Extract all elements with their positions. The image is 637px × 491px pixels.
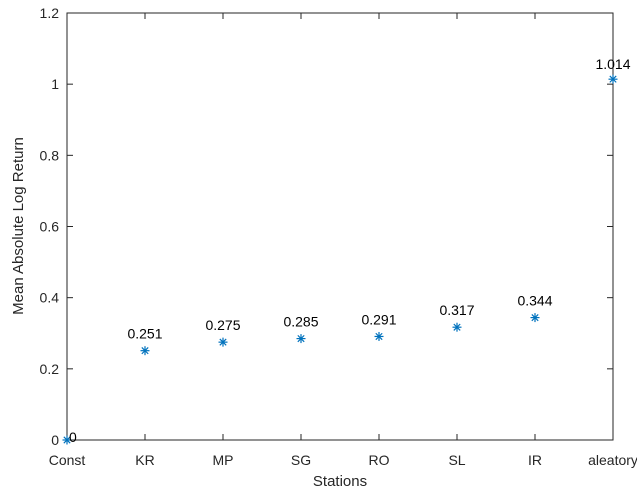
x-tick-label: aleatory bbox=[588, 452, 637, 468]
data-point bbox=[218, 337, 228, 347]
y-tick-label: 0.6 bbox=[40, 219, 60, 235]
y-tick-label: 0.8 bbox=[40, 147, 60, 163]
x-tick-label: SG bbox=[291, 452, 311, 468]
data-label: 0.285 bbox=[283, 314, 318, 330]
data-point bbox=[374, 331, 384, 341]
data-label: 0.275 bbox=[205, 317, 240, 333]
y-tick-label: 0 bbox=[51, 432, 59, 448]
x-tick-label: MP bbox=[213, 452, 234, 468]
x-axis-title: Stations bbox=[313, 473, 367, 490]
data-label: 0 bbox=[69, 429, 77, 445]
data-point bbox=[62, 435, 72, 445]
plot-area bbox=[66, 12, 614, 441]
data-label: 0.291 bbox=[361, 311, 396, 327]
x-tick-label: KR bbox=[135, 452, 154, 468]
data-label: 1.014 bbox=[595, 56, 630, 72]
x-tick-label: IR bbox=[528, 452, 542, 468]
data-point bbox=[140, 346, 150, 356]
data-points bbox=[62, 74, 618, 445]
y-tick-label: 1.2 bbox=[40, 5, 60, 21]
data-point bbox=[296, 334, 306, 344]
x-axis: Const KR MP SG RO SL IR aleatory bbox=[49, 13, 637, 468]
data-label: 0.317 bbox=[439, 302, 474, 318]
x-tick-label: Const bbox=[49, 452, 86, 468]
data-label: 0.251 bbox=[127, 326, 162, 342]
y-tick-label: 0.4 bbox=[40, 290, 60, 306]
y-axis: 0 0.2 0.4 0.6 0.8 1 1.2 bbox=[40, 5, 613, 448]
data-point bbox=[452, 322, 462, 332]
y-tick-label: 0.2 bbox=[40, 361, 60, 377]
data-point bbox=[530, 313, 540, 323]
y-axis-title: Mean Absolute Log Return bbox=[10, 137, 27, 315]
x-tick-label: RO bbox=[369, 452, 390, 468]
data-label: 0.344 bbox=[517, 293, 552, 309]
data-labels: 0 0.251 0.275 0.285 0.291 0.317 0.344 1.014 bbox=[69, 56, 631, 445]
data-point bbox=[608, 74, 618, 84]
y-tick-label: 1 bbox=[51, 76, 59, 92]
x-tick-label: SL bbox=[448, 452, 465, 468]
